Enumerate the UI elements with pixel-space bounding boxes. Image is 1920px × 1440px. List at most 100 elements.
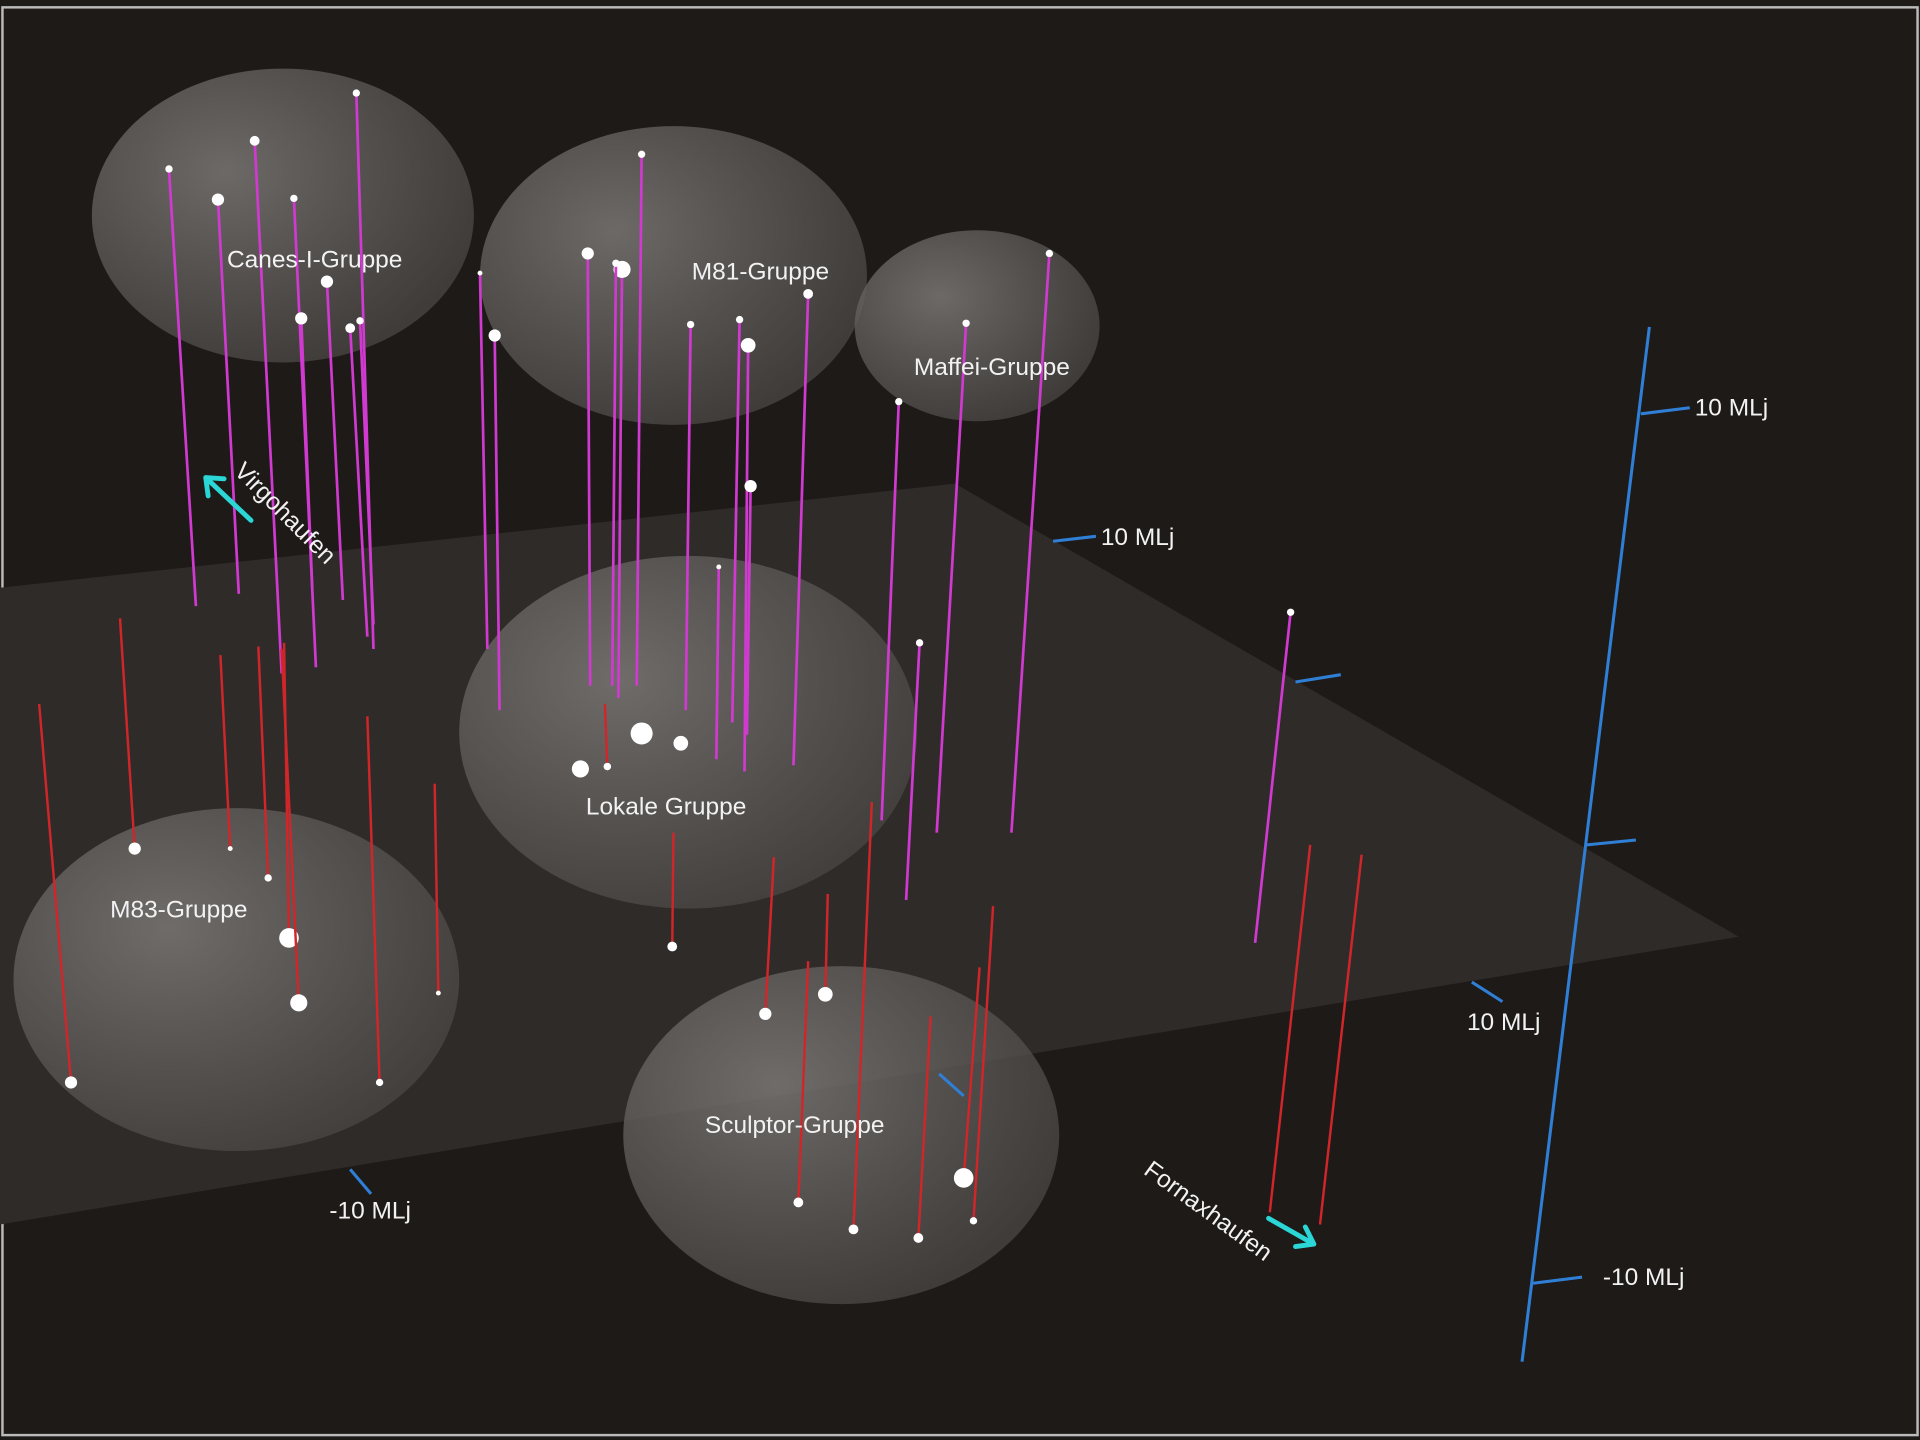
galaxy-stem bbox=[325, 281, 345, 601]
galaxy-stem bbox=[603, 704, 609, 767]
scale-axis bbox=[1520, 326, 1651, 1362]
scale-label: 10 MLj bbox=[1467, 1009, 1540, 1036]
galaxy-stem bbox=[478, 273, 489, 650]
galaxy-stem bbox=[714, 566, 721, 760]
galaxy bbox=[1045, 249, 1054, 258]
galaxy bbox=[759, 1007, 772, 1020]
galaxy-stem bbox=[299, 318, 314, 588]
galaxy-stem bbox=[917, 1016, 932, 1239]
galaxy bbox=[735, 315, 744, 324]
galaxy-stem bbox=[745, 486, 752, 735]
galaxy-stem bbox=[671, 832, 675, 947]
galaxy-stem bbox=[118, 618, 136, 849]
scale-label: -10 MLj bbox=[1603, 1264, 1685, 1291]
galaxy bbox=[290, 194, 298, 203]
galaxy-stem bbox=[257, 646, 270, 879]
galaxy-stem bbox=[792, 293, 810, 766]
galaxy bbox=[356, 317, 364, 325]
galaxy bbox=[375, 1078, 384, 1087]
galaxy bbox=[667, 941, 678, 952]
galaxy-stem bbox=[880, 401, 901, 821]
galaxy-stem bbox=[1318, 854, 1363, 1225]
galaxy-stem bbox=[610, 263, 618, 686]
galaxy bbox=[345, 323, 356, 334]
galaxy bbox=[295, 312, 308, 325]
galaxy-stem bbox=[764, 857, 776, 1014]
galaxy bbox=[740, 337, 756, 353]
galaxy-stem bbox=[1010, 253, 1051, 833]
group-sphere bbox=[854, 230, 1100, 422]
galaxy bbox=[320, 275, 334, 288]
galaxy-stem bbox=[358, 320, 375, 625]
galaxy bbox=[817, 986, 833, 1002]
galaxy bbox=[477, 270, 483, 276]
galaxy-stem bbox=[216, 199, 241, 594]
galaxy bbox=[435, 990, 441, 996]
galaxy-stem bbox=[684, 324, 692, 711]
group-label: Maffei-Gruppe bbox=[914, 354, 1070, 381]
galaxy bbox=[612, 259, 620, 267]
galaxy bbox=[895, 397, 903, 406]
galaxy bbox=[279, 928, 299, 948]
galaxy-stem bbox=[37, 703, 73, 1083]
galaxy-stem bbox=[493, 335, 501, 711]
scale-tick bbox=[1295, 673, 1342, 684]
scale-tick bbox=[1640, 406, 1690, 416]
galaxy bbox=[744, 480, 757, 493]
galaxy-stem bbox=[586, 253, 592, 686]
group-label: Sculptor-Gruppe bbox=[705, 1112, 885, 1139]
scale-tick bbox=[1052, 534, 1097, 543]
galaxy-stem bbox=[743, 345, 750, 772]
galaxy-stem bbox=[280, 648, 300, 1003]
group-sphere bbox=[13, 808, 460, 1152]
galaxy bbox=[290, 994, 308, 1012]
galaxy-stem bbox=[1268, 844, 1312, 1213]
group-label: M83-Gruppe bbox=[110, 896, 247, 923]
galaxy bbox=[1286, 608, 1295, 616]
galaxy-stem bbox=[433, 783, 440, 994]
galaxy-stem bbox=[167, 168, 198, 607]
galaxy-stem bbox=[797, 961, 810, 1203]
galaxy bbox=[793, 1197, 804, 1208]
galaxy-stem bbox=[904, 642, 921, 901]
galaxy bbox=[962, 319, 970, 327]
galaxy-stem bbox=[852, 801, 874, 1230]
group-sphere bbox=[480, 126, 867, 425]
galaxy-stem bbox=[617, 269, 624, 698]
galaxy bbox=[969, 1217, 978, 1225]
direction-arrow bbox=[203, 475, 254, 523]
scale-tick bbox=[1586, 838, 1637, 847]
galaxy bbox=[64, 1076, 78, 1089]
galaxy bbox=[571, 760, 589, 778]
group-label: Canes-I-Gruppe bbox=[227, 246, 402, 273]
galaxy bbox=[227, 846, 233, 852]
scale-tick bbox=[1532, 1275, 1583, 1285]
galaxy bbox=[630, 722, 653, 745]
group-label: M81-Gruppe bbox=[692, 259, 829, 286]
scale-tick bbox=[349, 1168, 373, 1195]
galaxy-stem bbox=[253, 140, 283, 674]
scale-tick bbox=[938, 1072, 965, 1098]
galaxy-stem bbox=[972, 906, 995, 1221]
group-label: Lokale Gruppe bbox=[586, 794, 747, 821]
group-sphere bbox=[91, 68, 474, 363]
scale-tick bbox=[1471, 980, 1504, 1003]
galaxy-stem bbox=[935, 323, 968, 833]
galaxy-stem bbox=[824, 893, 829, 995]
galaxy bbox=[211, 193, 225, 206]
galaxy-stem bbox=[1253, 612, 1292, 944]
galaxy bbox=[915, 639, 924, 647]
galaxy-stem bbox=[366, 716, 381, 1083]
galaxy bbox=[848, 1224, 859, 1235]
galaxy-stem bbox=[730, 319, 741, 723]
galaxy-stem bbox=[635, 154, 643, 686]
galaxy bbox=[716, 564, 722, 570]
galaxy-stem bbox=[962, 967, 981, 1179]
galaxy bbox=[603, 762, 612, 771]
galaxy bbox=[581, 247, 594, 260]
galaxy bbox=[673, 735, 689, 751]
galaxy bbox=[352, 89, 360, 97]
galaxy-stem bbox=[219, 655, 232, 849]
group-sphere bbox=[459, 555, 918, 909]
